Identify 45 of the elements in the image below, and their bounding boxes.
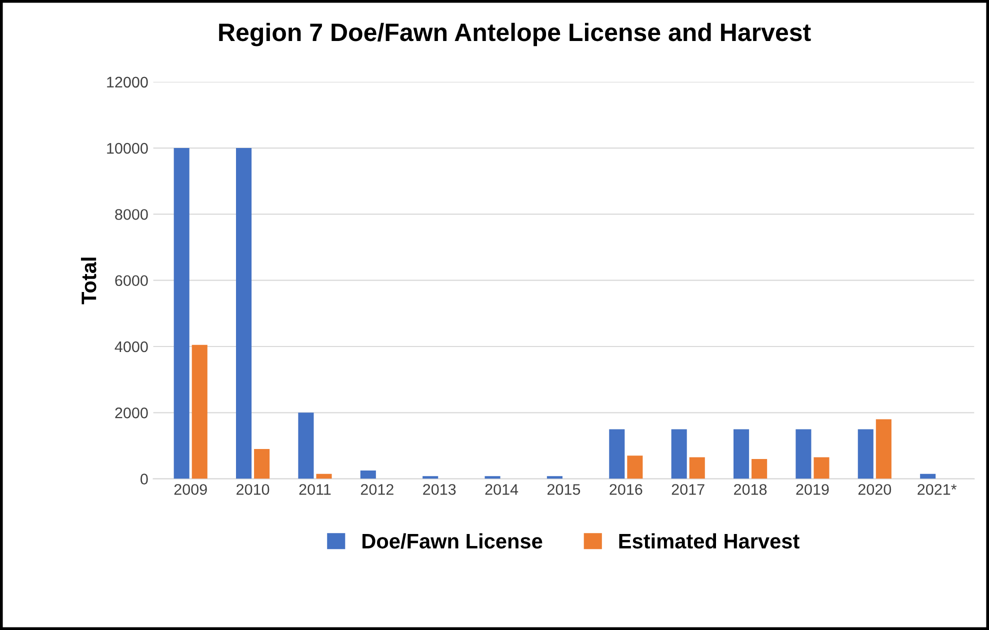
bar: [858, 429, 874, 479]
bar: [254, 449, 270, 479]
bar: [671, 429, 687, 479]
x-tick-label: 2014: [485, 484, 518, 495]
bar: [298, 412, 314, 479]
bar: [734, 429, 750, 479]
x-tick-label: 2021*: [918, 484, 957, 495]
y-tick-label: 4000: [114, 341, 148, 352]
bar: [627, 456, 643, 479]
bar: [609, 429, 625, 479]
chart-title: Region 7 Doe/Fawn Antelope License and Harvest: [219, 22, 811, 46]
bar: [814, 457, 830, 479]
x-tick-label: 2012: [360, 484, 394, 495]
y-tick-label: 2000: [115, 408, 148, 418]
bar: [920, 474, 936, 479]
x-tick-label: 2020: [858, 484, 892, 495]
y-tick-label: 6000: [115, 275, 148, 286]
bar: [752, 458, 768, 479]
x-tick-label: 2010: [236, 484, 270, 495]
x-tick-label: 2009: [174, 484, 207, 495]
bar: [316, 474, 332, 479]
x-tick-label: 2016: [610, 484, 642, 495]
bar: [689, 457, 705, 479]
bar: [796, 429, 812, 479]
bar: [876, 419, 892, 479]
bar: [546, 476, 562, 479]
legend-label: Doe/Fawn License: [362, 533, 542, 549]
x-tick-label: 2018: [734, 484, 767, 495]
x-tick-label: 2015: [548, 484, 580, 495]
x-tick-label: 2011: [299, 484, 331, 495]
y-tick-label: 10000: [107, 142, 148, 154]
bar: [174, 148, 190, 479]
x-tick-label: 2013: [423, 484, 456, 495]
bar: [484, 476, 500, 479]
x-tick-label: 2019: [796, 484, 829, 495]
bar: [236, 148, 252, 479]
y-tick-label: 0: [140, 474, 148, 484]
y-axis-title: Total: [80, 258, 96, 304]
bar: [360, 470, 376, 479]
y-tick-label: 8000: [115, 209, 148, 220]
y-tick-label: 12000: [107, 76, 148, 88]
bar: [422, 476, 438, 479]
legend-label: Estimated Harvest: [619, 533, 800, 549]
x-tick-label: 2017: [672, 484, 704, 495]
bar: [192, 344, 208, 479]
